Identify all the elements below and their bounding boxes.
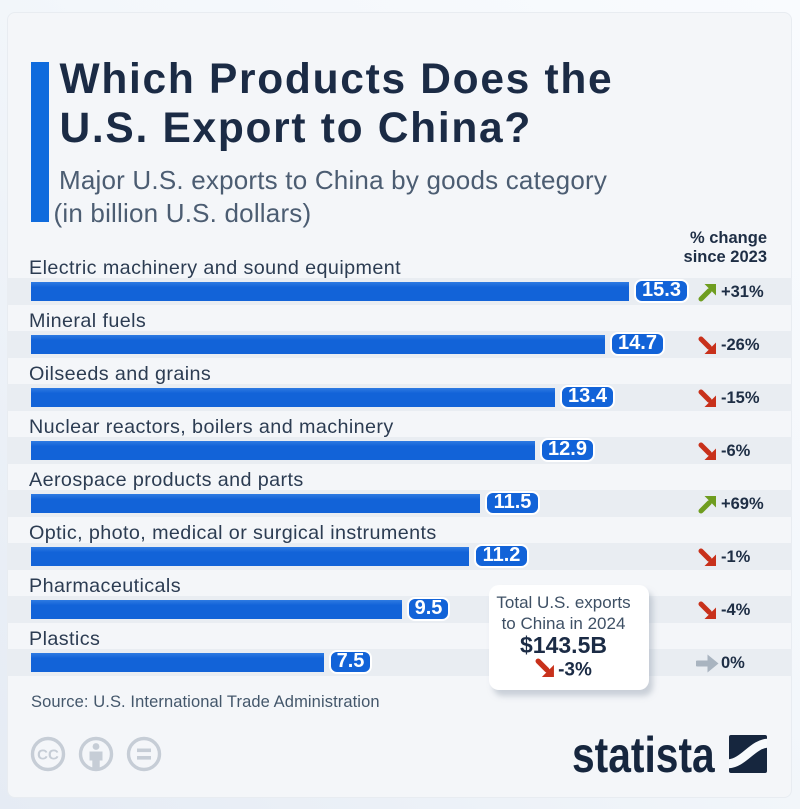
svg-text:CC: CC — [37, 747, 59, 764]
